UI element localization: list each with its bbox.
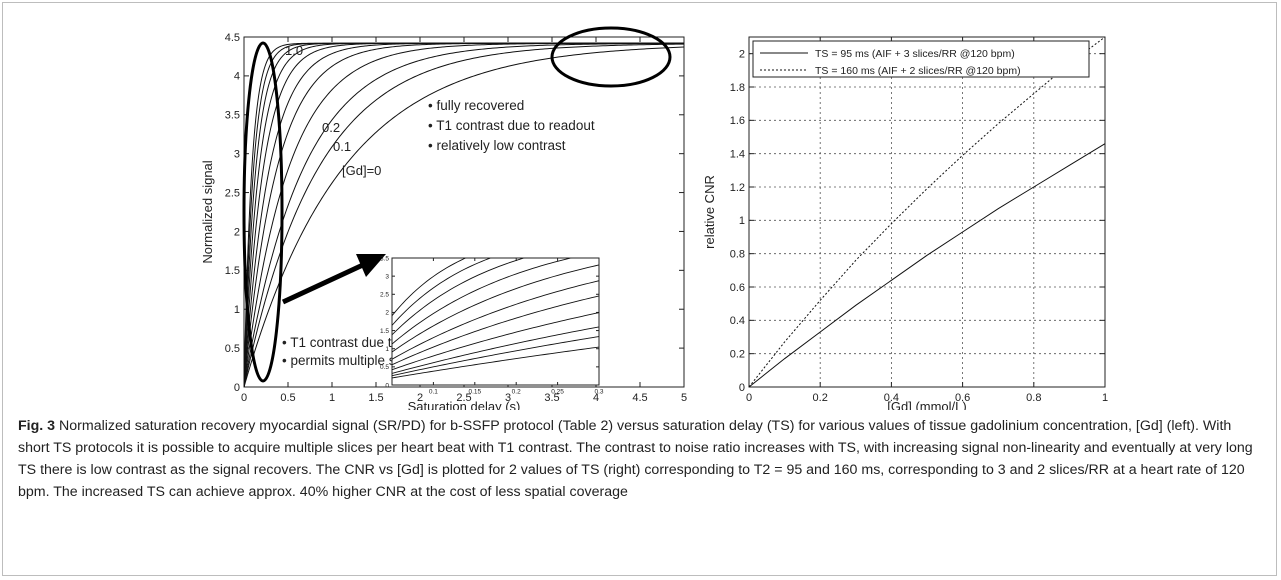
right-y-tick-label: 2 [739,49,745,61]
inset-y-tick-label: 3.5 [380,255,389,262]
curve-label-2: 0.2 [322,120,340,135]
recovery-curve [244,46,684,387]
right-y-tick-label: 1.2 [730,182,745,194]
inset-curve [392,346,599,379]
inset-y-tick-label: 0.5 [380,364,389,371]
inset-y-tick-label: 1 [385,346,389,353]
left-x-axis-label: Saturation delay (s) [408,399,521,410]
right-y-tick-label: 0.6 [730,282,745,294]
caption-text: Normalized saturation recovery myocardia… [18,418,1253,500]
left-y-tick-label: 1.5 [225,265,240,277]
right-y-tick-label: 0.4 [730,315,745,327]
inset-curve [392,258,573,345]
right-chart: 0 0.2 0.4 0.6 0.8 1 0 0.2 0.4 0.6 0.8 1 1.2 1.4 1.6 1.8… [702,36,1108,410]
left-x-tick-label: 5 [681,392,687,404]
left-x-tick-label: 1 [329,392,335,404]
left-x-tick-label: 4 [593,392,599,404]
inset-x-tick-label: 0.2 [512,389,521,396]
left-y-tick-label: 2.5 [225,187,240,199]
left-x-tick-label: 2.5 [456,392,471,404]
inset-x-tick-label: 0.25 [551,389,564,396]
inset-y-tick-label: 3 [385,273,389,280]
right-x-tick-label: 0.6 [955,392,970,404]
arrow-shaft [281,261,367,305]
left-y-tick-label: 4 [234,71,240,83]
inset-curve [392,312,599,371]
short-ts-ellipse [242,41,284,383]
right-x-axis-label: [Gd] (mmol/L) [887,399,966,410]
annotation-top: • T1 contrast due to readout [428,118,595,133]
left-x-tick-label: 0 [241,392,247,404]
inset-curve [392,295,599,366]
long-ts-ellipse [550,26,672,88]
recovery-curve [244,43,684,387]
left-y-tick-label: 1 [234,304,240,316]
right-plot-area [748,36,1106,388]
left-y-tick-label: 2 [234,226,240,238]
inset-curve [392,326,599,374]
annotation-bottom: • T1 contrast due to SR [282,335,422,350]
inset-curve [392,264,599,353]
figure-svg: 0 0.5 1 1.5 2 2.5 3 3.5 4 4.5 5 0 0.5 1 1.5 2 2.5 3 3.5 4 4.… [200,26,1108,410]
right-x-tick-label: 0.4 [884,392,899,404]
figure-caption: Fig. 3 Normalized saturation recovery my… [18,415,1263,503]
caption-label: Fig. 3 [18,418,56,434]
right-y-tick-label: 1 [739,215,745,227]
annotation-top: • relatively low contrast [428,138,566,153]
right-x-tick-label: 0 [746,392,752,404]
left-y-tick-label: 3 [234,149,240,161]
left-chart: 0 0.5 1 1.5 2 2.5 3 3.5 4 4.5 5 0 0.5 1 1.5 2 2.5 3 3.5 4 4.… [200,26,687,410]
inset-y-tick-label: 1.5 [380,328,389,335]
left-x-tick-label: 2 [417,392,423,404]
inset-curve [392,258,526,336]
inset-x-tick-label: 0.3 [594,389,603,396]
inset-curve [392,280,599,360]
recovery-curve [244,42,684,387]
inset-curve [392,258,467,317]
recovery-curve [244,42,684,387]
right-x-tick-label: 0.2 [813,392,828,404]
series-line-2 [748,36,1106,388]
inset-curves [392,258,599,379]
left-x-tick-label: 1.5 [368,392,383,404]
right-y-axis-label: relative CNR [702,175,717,249]
inset-plot-area [391,257,600,386]
left-y-tick-label: 0.5 [225,343,240,355]
left-curves [244,42,684,387]
left-x-tick-label: 3.5 [544,392,559,404]
left-y-tick-label: 3.5 [225,110,240,122]
left-x-tick-label: 0.5 [280,392,295,404]
legend-box [752,40,1090,78]
curve-label-3: 0.1 [333,139,351,154]
left-y-tick-label: 0 [234,382,240,394]
left-y-tick-label: 4.5 [225,32,240,44]
curve-label-4: [Gd]=0 [342,163,381,178]
legend-label-1: TS = 95 ms (AIF + 3 slices/RR @120 bpm) [815,48,1015,60]
right-x-tick-label: 0.8 [1026,392,1041,404]
inset-y-tick-label: 2.5 [380,292,389,299]
inset-curve [392,336,599,377]
inset-curve [392,258,492,326]
inset-x-tick-label: 0.15 [468,389,481,396]
inset-x-tick-label: 0.1 [429,389,438,396]
inset-y-tick-label: 2 [385,310,389,317]
legend-label-2: TS = 160 ms (AIF + 2 slices/RR @120 bpm) [815,65,1021,77]
right-y-tick-label: 0 [739,382,745,394]
right-x-tick-label: 1 [1102,392,1108,404]
left-x-tick-label: 3 [505,392,511,404]
left-y-axis-label: Normalized signal [200,160,215,263]
right-y-tick-label: 1.4 [730,149,745,161]
inset-chart: 0.1 0.15 0.2 0.25 0.3 0 0.5 1 1.5 2 2.5 3 3.5 [380,255,604,396]
inset-y-tick-label: 0 [385,382,389,389]
curve-label-1: 1.0 [285,43,303,58]
left-x-tick-label: 4.5 [632,392,647,404]
right-y-tick-label: 0.8 [730,249,745,261]
annotation-top: • fully recovered [428,98,524,113]
right-y-tick-label: 1.6 [730,115,745,127]
arrow-head [356,254,386,277]
right-y-tick-label: 0.2 [730,349,745,361]
series-line-1 [748,143,1106,388]
right-y-tick-label: 1.8 [730,82,745,94]
right-legend: TS = 95 ms (AIF + 3 slices/RR @120 bpm) T… [752,40,1090,78]
